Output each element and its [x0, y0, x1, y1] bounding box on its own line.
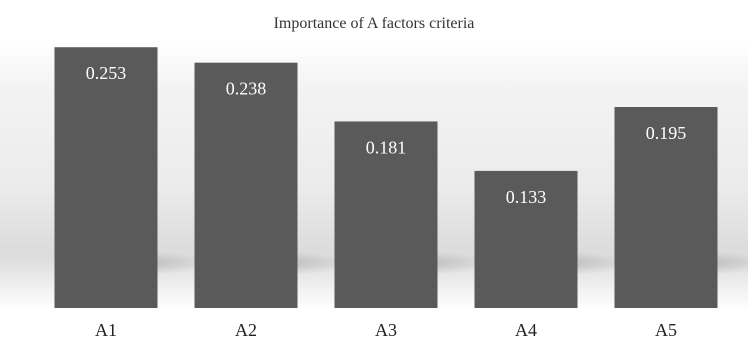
- category-labels-group: A1 A2 A3 A4 A5: [95, 320, 677, 340]
- bar-a2: [194, 62, 298, 308]
- x-tick-label-a1: A1: [95, 320, 117, 340]
- bar-a1: [54, 47, 158, 308]
- x-tick-label-a2: A2: [235, 320, 257, 340]
- data-label-a5: 0.195: [646, 123, 687, 143]
- bar-a3: [334, 121, 438, 308]
- value-labels-group: 0.253 0.238 0.181 0.133 0.195: [86, 63, 687, 207]
- x-tick-label-a5: A5: [655, 320, 677, 340]
- chart-title: Importance of A factors criteria: [274, 15, 475, 32]
- data-label-a1: 0.253: [86, 63, 127, 83]
- data-label-a3: 0.181: [366, 137, 407, 157]
- data-label-a2: 0.238: [226, 79, 267, 99]
- x-tick-label-a3: A3: [375, 320, 397, 340]
- bar-a4: [474, 170, 578, 308]
- x-tick-label-a4: A4: [515, 320, 537, 340]
- bar-a5: [614, 107, 718, 308]
- bars-group: [54, 47, 718, 308]
- data-label-a4: 0.133: [506, 187, 547, 207]
